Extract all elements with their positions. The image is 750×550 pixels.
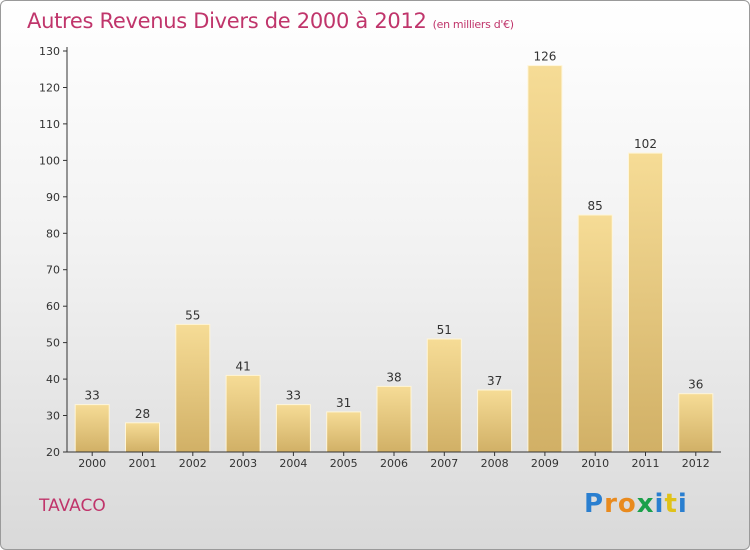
bar-2002 — [175, 323, 211, 453]
y-tick-label: 30 — [46, 410, 60, 423]
y-tick-label: 90 — [46, 191, 60, 204]
x-tick-label: 2005 — [330, 457, 358, 470]
data-label: 28 — [135, 407, 150, 421]
bar-2011 — [628, 152, 663, 453]
x-tick-label: 2004 — [279, 457, 307, 470]
bar-2009 — [527, 65, 563, 453]
data-label: 102 — [634, 137, 657, 151]
y-tick-label: 80 — [46, 227, 60, 240]
x-tick-label: 2011 — [632, 457, 660, 470]
x-tick-label: 2010 — [581, 457, 609, 470]
data-label: 31 — [336, 396, 351, 410]
y-tick-label: 60 — [46, 300, 60, 313]
bars-group — [74, 65, 714, 453]
axes-group — [63, 47, 721, 456]
y-tick-label: 110 — [39, 118, 60, 131]
chart-subtitle: (en milliers d'€) — [432, 18, 514, 31]
bar-2004 — [275, 404, 311, 453]
bar-2012 — [678, 393, 714, 453]
logo-letter: r — [604, 489, 618, 519]
y-tick-label: 130 — [39, 45, 60, 58]
x-tick-label: 2006 — [380, 457, 408, 470]
logo-letter: x — [636, 489, 655, 519]
data-label: 33 — [286, 389, 301, 403]
x-tick-label: 2007 — [430, 457, 458, 470]
logo-letter: P — [584, 489, 605, 519]
logo-letter: o — [617, 489, 637, 519]
x-tick-label: 2000 — [78, 457, 106, 470]
data-label: 55 — [185, 308, 200, 322]
data-label: 126 — [533, 50, 556, 64]
bar-2001 — [125, 422, 160, 453]
data-label: 38 — [386, 370, 401, 384]
x-tick-label: 2002 — [179, 457, 207, 470]
x-tick-label: 2009 — [531, 457, 559, 470]
labels-group: 33 2000 28 2001 55 2002 41 2003 33 2004 31 2005 38 20… — [39, 45, 710, 470]
x-tick-label: 2008 — [481, 457, 509, 470]
y-tick-label: 50 — [46, 337, 60, 350]
logo-letter: i — [677, 489, 688, 519]
x-tick-label: 2012 — [682, 457, 710, 470]
proxiti-logo: Proxiti — [584, 489, 688, 519]
data-label: 33 — [85, 389, 100, 403]
chart-title-text: Autres Revenus Divers de 2000 à 2012 — [27, 9, 427, 33]
bar-2010 — [577, 214, 613, 453]
logo-letter: i — [654, 489, 665, 519]
chart-title: Autres Revenus Divers de 2000 à 2012 (en … — [27, 9, 514, 33]
data-label: 36 — [688, 378, 703, 392]
data-label: 41 — [235, 359, 250, 373]
y-tick-label: 120 — [39, 82, 60, 95]
y-tick-label: 20 — [46, 446, 60, 459]
y-tick-label: 70 — [46, 264, 60, 277]
bar-2003 — [225, 374, 261, 453]
y-tick-label: 100 — [39, 154, 60, 167]
bar-2005 — [326, 411, 362, 453]
logo-letter: t — [664, 489, 678, 519]
bar-2006 — [376, 385, 412, 453]
bar-2007 — [426, 338, 462, 453]
bar-2000 — [74, 404, 110, 453]
y-tick-label: 40 — [46, 373, 60, 386]
x-tick-label: 2001 — [129, 457, 157, 470]
place-name: TAVACO — [39, 496, 106, 516]
x-tick-label: 2003 — [229, 457, 257, 470]
bar-2008 — [477, 389, 513, 453]
data-label: 85 — [588, 199, 603, 213]
data-label: 37 — [487, 374, 502, 388]
data-label: 51 — [437, 323, 452, 337]
